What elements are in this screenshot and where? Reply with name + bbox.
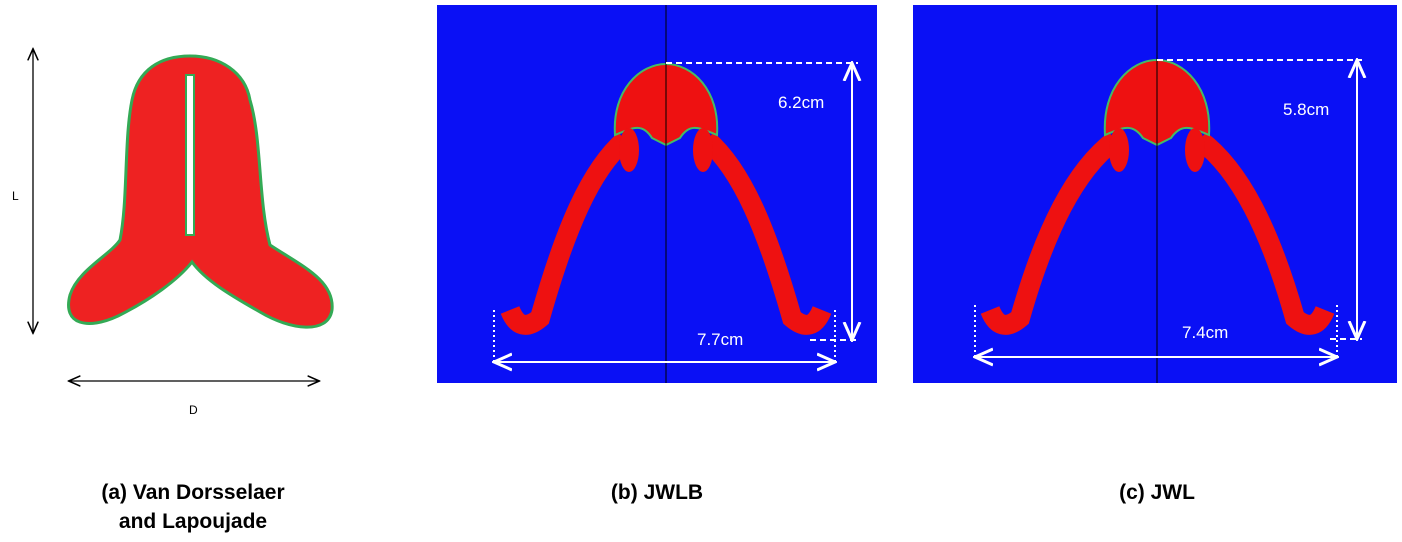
height-label: 5.8cm bbox=[1283, 100, 1329, 119]
lobe bbox=[693, 128, 713, 172]
height-label: 6.2cm bbox=[778, 93, 824, 112]
width-label: 7.7cm bbox=[697, 330, 743, 349]
caption: (b) JWLB bbox=[611, 481, 703, 504]
jet-legs bbox=[980, 132, 1335, 335]
caption: and Lapoujade bbox=[119, 510, 267, 533]
length-label: L bbox=[12, 189, 19, 203]
jet-legs bbox=[500, 132, 832, 335]
panel-a: L D (a) Van Dorsselaer and Lapoujade bbox=[12, 50, 334, 533]
lobe bbox=[1185, 128, 1205, 172]
caption: (a) Van Dorsselaer bbox=[101, 481, 284, 504]
panel-c: 5.8cm 7.4cm (c) JWL bbox=[913, 5, 1397, 504]
caption: (c) JWL bbox=[1119, 481, 1195, 504]
panel-b: 6.2cm 7.7cm (b) JWLB bbox=[437, 5, 877, 504]
lobe bbox=[1109, 128, 1129, 172]
jet-shape bbox=[67, 54, 334, 329]
lobe bbox=[619, 128, 639, 172]
width-label: 7.4cm bbox=[1182, 323, 1228, 342]
width-label: D bbox=[189, 403, 198, 417]
slot bbox=[185, 74, 195, 236]
